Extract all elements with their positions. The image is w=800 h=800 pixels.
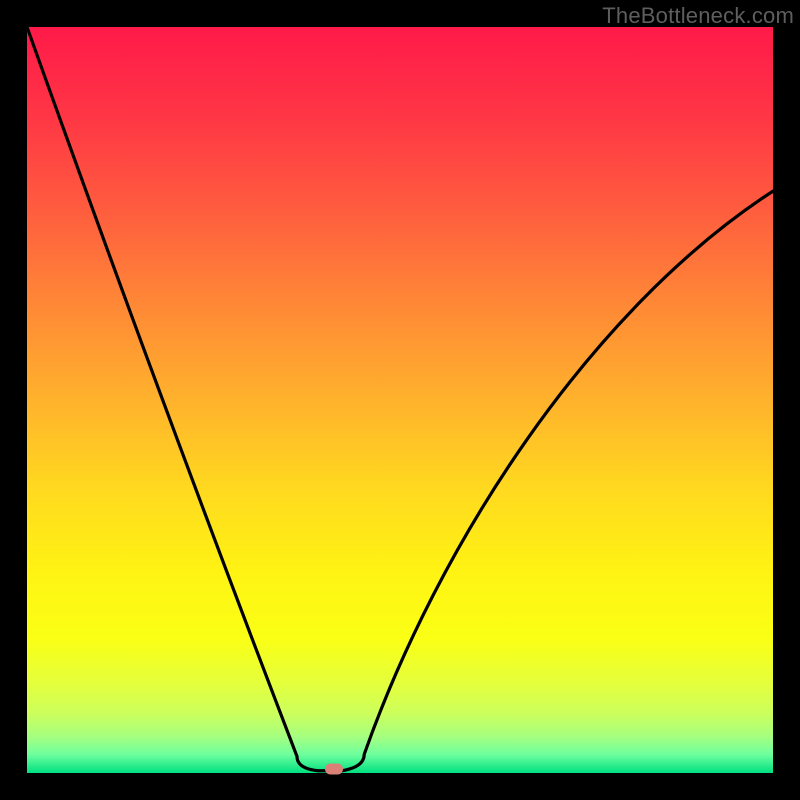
optimum-marker [325, 764, 343, 775]
plot-area [27, 27, 773, 773]
bottleneck-curve [27, 27, 773, 773]
curve-path [27, 27, 773, 771]
watermark-text: TheBottleneck.com [602, 3, 794, 29]
